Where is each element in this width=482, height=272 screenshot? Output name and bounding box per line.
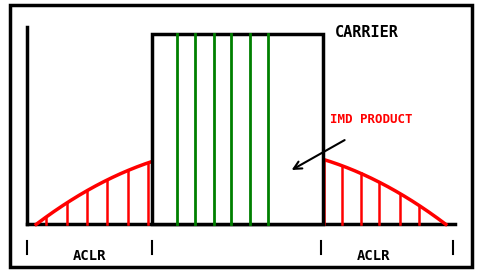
Text: ACLR: ACLR [357, 249, 390, 263]
Text: IMD PRODUCT: IMD PRODUCT [330, 113, 413, 126]
Text: CARRIER: CARRIER [335, 25, 399, 40]
Bar [152, 34, 323, 224]
Text: ACLR: ACLR [72, 249, 106, 263]
